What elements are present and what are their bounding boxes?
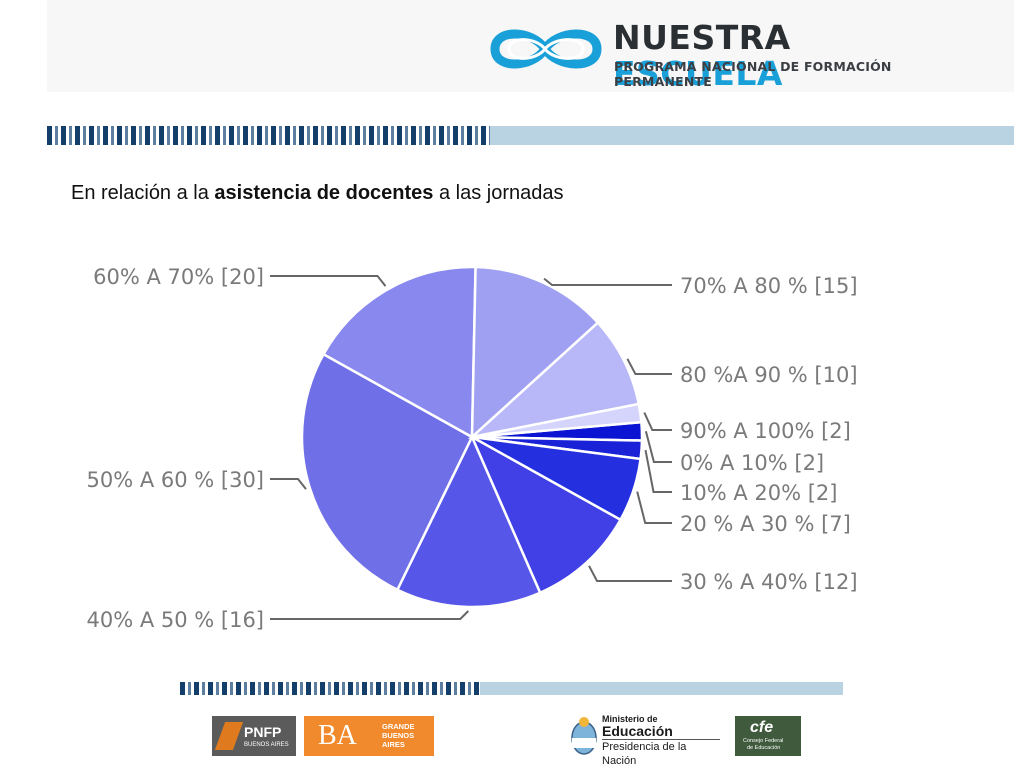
pnfp-logo: PNFP BUENOS AIRES	[212, 716, 296, 756]
pnfp-sub: BUENOS AIRES	[244, 742, 289, 748]
pie-slice	[300, 352, 474, 592]
brand-title-part1: NUESTRA	[613, 18, 791, 57]
top-divider	[47, 126, 1014, 145]
leader-line	[270, 478, 307, 490]
slice-label: 80 %A 90 % [10]	[680, 363, 858, 387]
slice-label: 70% A 80 % [15]	[680, 274, 858, 298]
leader-line	[644, 430, 672, 463]
pie-slice	[467, 320, 641, 440]
brand-title-part2: ESCUELA	[613, 54, 783, 93]
slice-label: 60% A 70% [20]	[93, 265, 264, 289]
heading-bold: asistencia de docentes	[214, 182, 434, 204]
slice-label: 10% A 20% [2]	[680, 481, 838, 505]
pie-slice	[395, 434, 542, 609]
slice-label: 0% A 10% [2]	[680, 451, 824, 475]
heading-suffix: a las jornadas	[433, 182, 564, 204]
ministerio-line1: Ministerio de	[602, 714, 658, 724]
leader-line	[636, 491, 672, 524]
cfe-logo: cfe Consejo Federal de Educación	[735, 716, 801, 756]
leader-line	[644, 449, 672, 493]
ministerio-line3: Presidencia de la Nación	[602, 739, 720, 768]
ministerio-line2: Educación	[602, 723, 673, 739]
cfe-sub1: Consejo Federal	[743, 738, 784, 744]
brand-title: NUESTRA ESCUELA	[613, 20, 967, 92]
cfe-sub2: de Educación	[747, 745, 781, 751]
brand-subtitle: PROGRAMA NACIONAL DE FORMACIÓN PERMANENT…	[614, 59, 892, 89]
cfe-main: cfe	[750, 719, 774, 736]
leader-line	[588, 565, 672, 582]
pie-slice	[469, 434, 623, 595]
leader-line	[270, 610, 470, 620]
header-band	[47, 0, 1014, 92]
leader-line	[543, 277, 672, 286]
argentina-seal-icon	[571, 717, 597, 755]
slice-label: 20 % A 30 % [7]	[680, 512, 851, 536]
slice-label: 50% A 60 % [30]	[86, 468, 264, 492]
slice-label: 90% A 100% [2]	[680, 419, 851, 443]
slide-heading: En relación a la asistencia de docentes …	[71, 182, 563, 205]
pie-slice	[470, 265, 600, 440]
bottom-divider	[180, 682, 843, 695]
ba-sub1: GRANDE	[382, 722, 415, 731]
infinity-icon	[490, 29, 602, 69]
brand-logo: NUESTRA ESCUELA PROGRAMA NACIONAL DE FOR…	[487, 18, 967, 92]
slice-label: 30 % A 40% [12]	[680, 570, 858, 594]
leader-line	[626, 358, 672, 375]
pnfp-icon	[214, 722, 244, 750]
heading-prefix: En relación a la	[71, 182, 215, 204]
ba-logo: BA GRANDE BUENOS AIRES	[304, 716, 434, 756]
ba-main: BA	[318, 720, 357, 751]
ba-sub3: AIRES	[382, 740, 405, 749]
pie-slice	[321, 265, 477, 440]
pnfp-main: PNFP	[244, 724, 282, 740]
leader-line	[643, 412, 672, 431]
pie-slice	[471, 402, 643, 439]
slice-label: 40% A 50 % [16]	[86, 608, 264, 632]
leader-line	[270, 275, 387, 287]
ba-sub2: BUENOS	[382, 731, 415, 740]
ministerio-logo: Ministerio de Educación Presidencia de l…	[570, 712, 720, 767]
